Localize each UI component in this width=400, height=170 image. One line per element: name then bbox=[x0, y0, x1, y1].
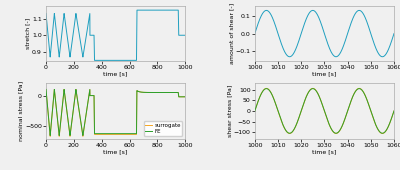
Y-axis label: stretch [-]: stretch [-] bbox=[26, 18, 30, 49]
X-axis label: time [s]: time [s] bbox=[312, 149, 336, 154]
X-axis label: time [s]: time [s] bbox=[312, 72, 336, 77]
Y-axis label: nominal stress [Pa]: nominal stress [Pa] bbox=[18, 81, 24, 141]
Y-axis label: amount of shear [-]: amount of shear [-] bbox=[229, 3, 234, 64]
X-axis label: time [s]: time [s] bbox=[104, 149, 128, 154]
X-axis label: time [s]: time [s] bbox=[104, 72, 128, 77]
Legend: surrogate, FE: surrogate, FE bbox=[144, 121, 182, 136]
Y-axis label: shear stress [Pa]: shear stress [Pa] bbox=[227, 85, 232, 137]
